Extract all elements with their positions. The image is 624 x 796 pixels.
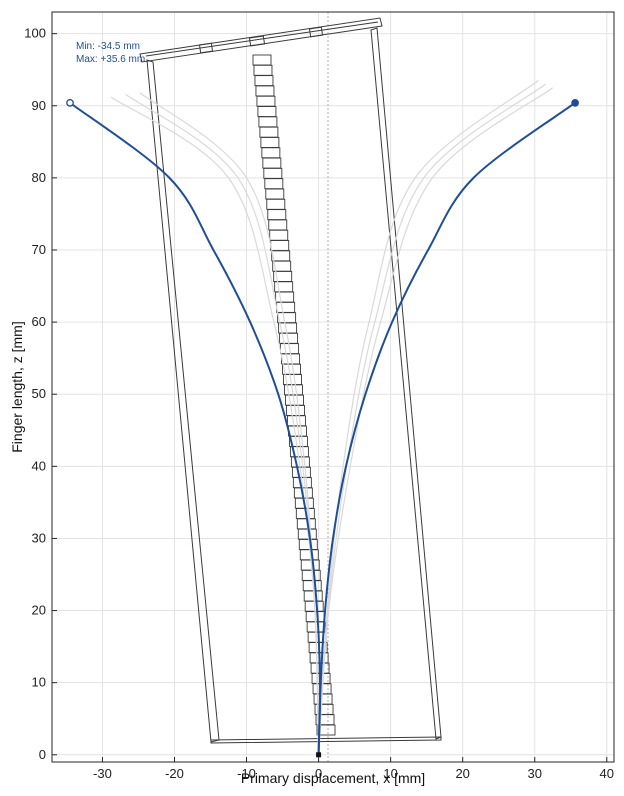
x-tick-label: 40: [600, 766, 614, 781]
y-tick-label: 10: [32, 675, 46, 690]
max-annotation: Max: +35.6 mm: [76, 54, 145, 65]
x-tick-label: -20: [165, 766, 184, 781]
x-tick-label: 20: [455, 766, 469, 781]
crossbar-block: [308, 26, 324, 38]
min-deflection-curve: [69, 102, 322, 755]
top-crossbar-edge: [145, 21, 379, 57]
x-tick-label: 10: [383, 766, 397, 781]
envelope-curve: [317, 87, 554, 755]
top-crossbar: [139, 17, 383, 63]
plot-area: [52, 12, 614, 762]
plot-frame: [51, 11, 615, 763]
y-tick-label: 60: [32, 314, 46, 329]
x-axis-label: Primary displacement, x [mm]: [241, 770, 425, 786]
x-tick-label: -30: [93, 766, 112, 781]
x-tick-label: 0: [315, 766, 322, 781]
y-axis-label: Finger length, z [mm]: [9, 321, 25, 453]
y-tick-label: 0: [39, 747, 46, 762]
y-tick-label: 30: [32, 530, 46, 545]
crossbar-block: [248, 35, 266, 47]
max-deflection-end-marker: [571, 99, 579, 107]
y-tick-label: 40: [32, 458, 46, 473]
y-tick-label: 90: [32, 98, 46, 113]
axis-ticks: -30 -20 -10 0 10 20 30 40 0 10 20 30 40 50 60 70 80 90 100: [24, 26, 614, 781]
bottom-base: [210, 736, 442, 744]
deflection-curves: [66, 80, 579, 758]
min-annotation: Min: -34.5 mm: [76, 41, 140, 52]
y-tick-label: 70: [32, 242, 46, 257]
y-tick-label: 50: [32, 386, 46, 401]
y-tick-label: 100: [24, 26, 46, 41]
min-deflection-end-marker: [66, 99, 74, 107]
spine-segment: [316, 724, 336, 736]
crossbar-block: [198, 42, 214, 54]
grid: [52, 12, 614, 762]
y-tick-label: 80: [32, 170, 46, 185]
x-tick-label: -10: [237, 766, 256, 781]
max-deflection-curve: [317, 102, 576, 755]
x-tick-label: 30: [528, 766, 542, 781]
y-tick-label: 20: [32, 603, 46, 618]
origin-marker: [316, 752, 322, 758]
envelope-curve: [139, 92, 320, 755]
